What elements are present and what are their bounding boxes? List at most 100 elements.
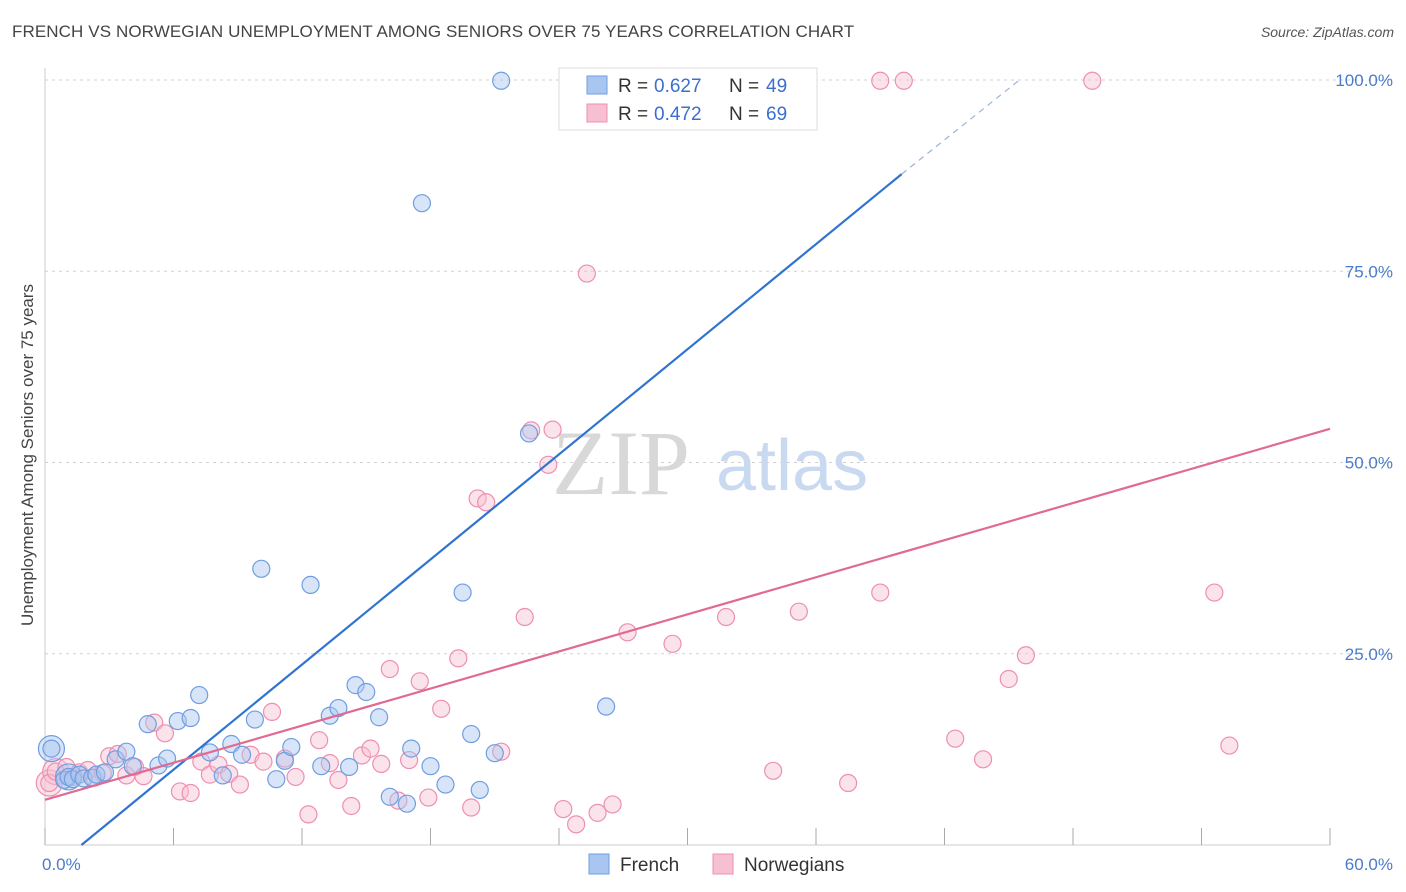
norwegians-point bbox=[462, 798, 481, 817]
french-point bbox=[462, 724, 481, 744]
norwegians-point bbox=[361, 739, 380, 758]
french-point bbox=[597, 697, 616, 716]
french-point bbox=[421, 757, 440, 776]
grid-lines bbox=[45, 79, 1395, 655]
norwegians-point bbox=[839, 773, 858, 793]
legend-norwegians-r-value: 0.472 bbox=[654, 104, 702, 125]
legend-french-swatch bbox=[586, 75, 608, 95]
norwegians-point bbox=[871, 71, 890, 90]
norwegians-point bbox=[716, 607, 736, 627]
french-point bbox=[340, 757, 359, 777]
french-point bbox=[282, 737, 301, 757]
norwegians-point bbox=[554, 799, 573, 819]
french-trend-extension bbox=[901, 79, 1020, 175]
norwegians-point bbox=[1220, 736, 1239, 755]
norwegians-point bbox=[254, 752, 273, 771]
french-trend-line bbox=[80, 173, 903, 846]
norwegians-point bbox=[155, 724, 175, 743]
norwegians-point bbox=[432, 699, 451, 718]
french-point bbox=[190, 685, 209, 705]
correlation-legend: R = 0.627 N = 49 R = 0.472 N = 69 bbox=[558, 67, 818, 131]
watermark-atlas: atlas bbox=[716, 426, 868, 506]
legend-french-n-label: N = bbox=[729, 76, 759, 97]
french-point bbox=[329, 698, 348, 718]
y-axis-label: Unemployment Among Seniors over 75 years bbox=[18, 284, 37, 626]
french-point bbox=[380, 787, 399, 806]
norwegians-point bbox=[577, 264, 596, 283]
french-point bbox=[232, 745, 252, 764]
norwegians-point bbox=[410, 672, 429, 691]
french-point bbox=[402, 739, 421, 758]
tick-labels: 25.0% 50.0% 75.0% 100.0% 0.0% 60.0% bbox=[42, 71, 1393, 874]
french-point bbox=[492, 71, 511, 90]
trend-lines bbox=[44, 79, 1331, 846]
y-tick-label: 75.0% bbox=[1345, 262, 1393, 281]
french-point bbox=[519, 424, 539, 443]
norwegians-trend-line bbox=[44, 427, 1331, 801]
french-point bbox=[485, 744, 504, 763]
norwegians-point bbox=[145, 713, 164, 732]
norwegians-point bbox=[372, 754, 391, 774]
norwegians-point bbox=[764, 761, 783, 780]
norwegians-point bbox=[220, 764, 239, 783]
french-point bbox=[42, 739, 61, 758]
norwegians-point bbox=[603, 795, 622, 814]
french-point bbox=[436, 775, 455, 794]
french-point bbox=[312, 757, 331, 776]
norwegians-point bbox=[588, 803, 607, 822]
french-point bbox=[397, 794, 417, 813]
norwegians-point bbox=[522, 421, 541, 440]
french-point bbox=[245, 710, 264, 729]
french-point bbox=[453, 583, 472, 602]
norwegians-point bbox=[1083, 71, 1102, 90]
legend-norwegians-n-value: 69 bbox=[766, 104, 787, 125]
watermark: ZIP atlas bbox=[552, 412, 868, 514]
french-point bbox=[301, 575, 320, 595]
norwegians-point bbox=[329, 770, 348, 790]
norwegians-point bbox=[468, 489, 487, 508]
french-point bbox=[370, 708, 389, 727]
x-tick-label: 0.0% bbox=[42, 855, 81, 874]
norwegians-point bbox=[380, 659, 399, 679]
source-label: Source: ZipAtlas.com bbox=[1260, 24, 1394, 40]
norwegians-point bbox=[286, 767, 305, 787]
french-point bbox=[213, 766, 232, 785]
y-tick-label: 50.0% bbox=[1345, 454, 1393, 473]
norwegians-point bbox=[181, 783, 200, 803]
norwegians-point bbox=[419, 788, 438, 807]
y-tick-label: 100.0% bbox=[1335, 71, 1393, 90]
norwegians-point bbox=[262, 702, 282, 721]
bottom-legend-norwegians-swatch bbox=[712, 853, 734, 875]
french-point-large bbox=[37, 735, 66, 763]
norwegians-point bbox=[477, 493, 496, 512]
legend-norwegians-r-label: R = bbox=[618, 104, 648, 125]
bottom-legend-norwegians-label: Norwegians bbox=[744, 855, 844, 876]
legend-french-r-value: 0.627 bbox=[654, 76, 702, 97]
norwegians-points bbox=[35, 71, 1239, 834]
french-point bbox=[95, 763, 115, 782]
french-point bbox=[357, 682, 376, 702]
norwegians-point bbox=[894, 71, 913, 90]
norwegians-point bbox=[973, 750, 993, 769]
legend-norwegians-n-label: N = bbox=[729, 104, 759, 125]
norwegians-point bbox=[492, 742, 511, 761]
norwegians-point bbox=[40, 773, 59, 793]
norwegians-point bbox=[871, 583, 890, 602]
norwegians-point bbox=[299, 805, 318, 824]
french-point bbox=[412, 194, 432, 213]
norwegians-point bbox=[449, 649, 468, 668]
series-legend: French Norwegians bbox=[588, 853, 844, 876]
french-point bbox=[346, 676, 365, 695]
legend-french-r-label: R = bbox=[618, 76, 648, 97]
chart-title: FRENCH VS NORWEGIAN UNEMPLOYMENT AMONG S… bbox=[12, 22, 855, 41]
x-tick-label: 60.0% bbox=[1345, 855, 1393, 874]
legend-norwegians-swatch bbox=[586, 103, 608, 123]
norwegians-point bbox=[1016, 646, 1035, 665]
french-point bbox=[181, 708, 200, 728]
norwegians-point bbox=[342, 796, 361, 816]
norwegians-point bbox=[230, 775, 249, 794]
norwegians-point bbox=[663, 634, 682, 653]
y-tick-label: 25.0% bbox=[1345, 645, 1393, 664]
norwegians-point bbox=[543, 420, 562, 439]
